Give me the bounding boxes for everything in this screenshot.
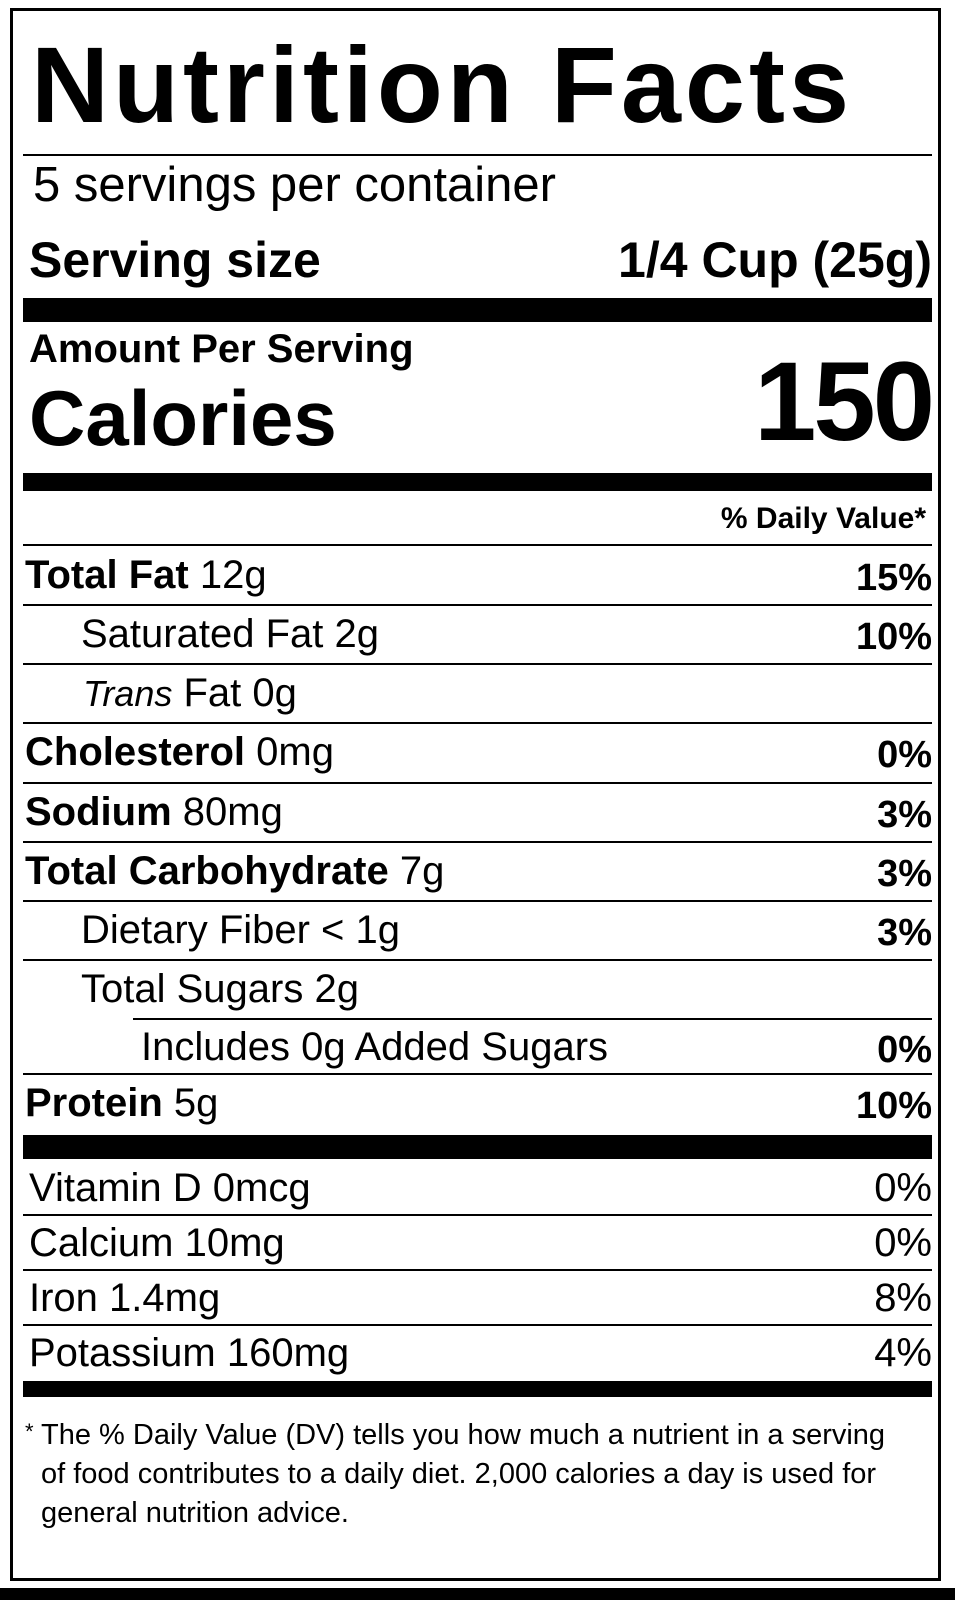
serving-size-value: 1/4 Cup (25g) xyxy=(618,232,932,288)
divider xyxy=(23,900,932,902)
bottom-edge-bar xyxy=(0,1588,955,1600)
serving-size-row: Serving size 1/4 Cup (25g) xyxy=(23,235,932,291)
divider xyxy=(23,722,932,724)
nutrient-daily-value: 3% xyxy=(877,794,932,836)
vitamin-row-potassium: Potassium 160mg 4% xyxy=(23,1326,932,1381)
divider-thick-calories xyxy=(23,473,932,491)
nutrient-name: Trans Fat 0g xyxy=(83,671,297,715)
nutrient-daily-value: 10% xyxy=(855,1085,932,1127)
calories-label: Calories xyxy=(29,374,337,462)
footnote-marker: * xyxy=(25,1419,34,1444)
divider xyxy=(23,663,932,665)
nutrient-name: Total Sugars 2g xyxy=(81,967,359,1011)
vitamin-daily-value: 0% xyxy=(874,1221,932,1265)
vitamin-daily-value: 0% xyxy=(874,1166,932,1210)
nutrient-row-protein: Protein 5g 10% xyxy=(23,1075,932,1133)
serving-size-label: Serving size xyxy=(29,232,321,288)
nutrient-row-sodium: Sodium 80mg 3% xyxy=(23,784,932,842)
nutrient-daily-value: 0% xyxy=(877,734,932,776)
nutrient-row-saturated-fat: Saturated Fat 2g 10% xyxy=(23,606,932,664)
nutrient-name: Protein 5g xyxy=(25,1081,219,1125)
divider-dv-header xyxy=(23,544,932,546)
vitamin-daily-value: 4% xyxy=(874,1331,932,1375)
nutrient-row-dietary-fiber: Dietary Fiber < 1g 3% xyxy=(23,902,932,960)
nutrient-name: Sodium 80mg xyxy=(25,790,283,834)
nutrient-name: Saturated Fat 2g xyxy=(81,612,379,656)
divider-thick-serving xyxy=(23,298,932,322)
label-content: Nutrition Facts 5 servings per container… xyxy=(23,11,935,1578)
divider xyxy=(23,604,932,606)
nutrient-name: Total Carbohydrate 7g xyxy=(25,849,445,893)
vitamin-name: Calcium 10mg xyxy=(29,1221,285,1265)
daily-value-header: % Daily Value* xyxy=(720,502,926,535)
nutrient-daily-value: 10% xyxy=(855,616,932,658)
divider xyxy=(133,1018,932,1020)
divider xyxy=(23,959,932,961)
nutrient-row-total-fat: Total Fat 12g 15% xyxy=(23,547,932,605)
nutrient-name: Total Fat 12g xyxy=(25,553,267,597)
nutrient-name: Cholesterol 0mg xyxy=(25,730,334,774)
nutrient-row-total-sugars: Total Sugars 2g xyxy=(23,961,932,1019)
divider xyxy=(23,1073,932,1075)
divider xyxy=(23,782,932,784)
nutrient-daily-value: 3% xyxy=(877,912,932,954)
vitamin-name: Iron 1.4mg xyxy=(29,1276,221,1320)
vitamin-row-vitamin-d: Vitamin D 0mcg 0% xyxy=(23,1161,932,1216)
divider-thick-protein xyxy=(23,1135,932,1159)
vitamin-row-iron: Iron 1.4mg 8% xyxy=(23,1271,932,1326)
divider-title xyxy=(23,154,932,156)
nutrient-row-cholesterol: Cholesterol 0mg 0% xyxy=(23,724,932,782)
nutrition-facts-label: Nutrition Facts 5 servings per container… xyxy=(10,8,941,1581)
footnote: * The % Daily Value (DV) tells you how m… xyxy=(25,1416,905,1533)
vitamin-name: Vitamin D 0mcg xyxy=(29,1166,311,1210)
nutrient-daily-value: 15% xyxy=(855,557,932,599)
footnote-text: The % Daily Value (DV) tells you how muc… xyxy=(41,1419,886,1529)
servings-per-container: 5 servings per container xyxy=(33,158,556,212)
calories-value: 150 xyxy=(754,339,935,464)
label-title: Nutrition Facts xyxy=(31,24,854,145)
nutrient-row-trans-fat: Trans Fat 0g xyxy=(23,665,932,723)
vitamin-row-calcium: Calcium 10mg 0% xyxy=(23,1216,932,1271)
divider xyxy=(23,841,932,843)
nutrient-row-added-sugars: Includes 0g Added Sugars 0% xyxy=(23,1019,932,1077)
amount-per-serving: Amount Per Serving xyxy=(29,327,414,371)
divider xyxy=(23,1269,932,1271)
nutrient-name: Includes 0g Added Sugars xyxy=(141,1025,609,1069)
divider xyxy=(23,1324,932,1326)
nutrient-name: Dietary Fiber < 1g xyxy=(81,908,401,952)
nutrient-daily-value: 0% xyxy=(877,1029,932,1071)
divider-thick-vitamins xyxy=(23,1381,932,1397)
vitamin-daily-value: 8% xyxy=(874,1276,932,1320)
nutrient-row-total-carbohydrate: Total Carbohydrate 7g 3% xyxy=(23,843,932,901)
divider xyxy=(23,1214,932,1216)
vitamin-name: Potassium 160mg xyxy=(29,1331,350,1375)
nutrient-daily-value: 3% xyxy=(877,853,932,895)
